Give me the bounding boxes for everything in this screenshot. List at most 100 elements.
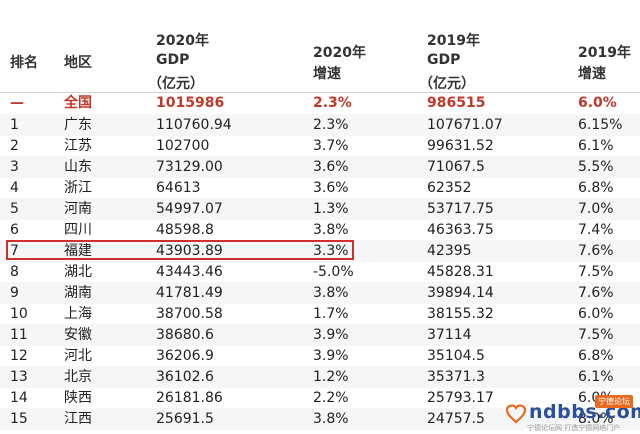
cell-growth2020: 1.2% [313,369,349,385]
cell-growth2019: 6.1% [578,138,614,154]
cell-gdp2019: 99631.52 [427,138,494,154]
watermark: ndbbs.com 宁德论坛 宁德论坛网 打造宁德网络门户 [505,395,640,433]
cell-growth2020: 2.2% [313,390,349,406]
header-gdp2020-year: 2020年 [156,33,209,49]
cell-gdp2020: 54997.07 [156,201,223,217]
cell-gdp2020: 73129.00 [156,159,223,175]
cell-gdp2019: 42395 [427,243,472,259]
cell-gdp2019: 39894.14 [427,285,494,301]
cell-region: 北京 [64,369,92,385]
cell-rank: 5 [10,201,19,217]
cell-rank: 8 [10,264,19,280]
cell-gdp2020: 110760.94 [156,117,232,133]
table-row: 1 广东 110760.94 2.3% 107671.07 6.15% [0,114,640,136]
table-row: 6 四川 48598.8 3.8% 46363.75 7.4% [0,219,640,241]
table-row: 4 浙江 64613 3.6% 62352 6.8% [0,177,640,199]
cell-gdp2020: 36206.9 [156,348,214,364]
cell-region: 河北 [64,348,92,364]
table-row: 12 河北 36206.9 3.9% 35104.5 6.8% [0,345,640,367]
cell-rank: 6 [10,222,19,238]
table-row: 9 湖南 41781.49 3.8% 39894.14 7.6% [0,282,640,304]
cell-growth2019: 6.15% [578,117,623,133]
cell-region: 全国 [64,95,92,111]
cell-region: 山东 [64,159,92,175]
highlight-box [6,240,354,260]
cell-gdp2020: 48598.8 [156,222,214,238]
cell-gdp2019: 986515 [427,95,486,111]
header-gdp2019-year: 2019年 [427,33,480,49]
cell-gdp2020: 25691.5 [156,411,214,427]
cell-gdp2019: 24757.5 [427,411,485,427]
cell-region: 四川 [64,222,92,238]
cell-gdp2019: 38155.32 [427,306,494,322]
header-growth2020-label: 增速 [313,66,341,82]
cell-rank: 9 [10,285,19,301]
cell-growth2020: 2.3% [313,95,352,111]
cell-growth2019: 7.5% [578,327,614,343]
table-row: 2 江苏 102700 3.7% 99631.52 6.1% [0,135,640,157]
cell-growth2020: 1.7% [313,306,349,322]
cell-growth2020: -5.0% [313,264,354,280]
cell-rank: 2 [10,138,19,154]
cell-growth2020: 3.9% [313,327,349,343]
cell-growth2020: 3.6% [313,180,349,196]
cell-growth2019: 6.0% [578,95,617,111]
cell-rank: 11 [10,327,28,343]
cell-rank: 10 [10,306,28,322]
cell-rank: — [10,95,24,111]
cell-region: 浙江 [64,180,92,196]
table-row-highlighted: 7 福建 43903.89 3.3% 42395 7.6% [0,240,640,262]
cell-rank: 12 [10,348,28,364]
header-growth2020-year: 2020年 [313,45,366,61]
cell-growth2019: 7.6% [578,243,614,259]
cell-gdp2019: 25793.17 [427,390,494,406]
cell-growth2020: 3.7% [313,138,349,154]
cell-gdp2019: 35371.3 [427,369,485,385]
header-growth2019-year: 2019年 [578,45,631,61]
cell-gdp2019: 37114 [427,327,472,343]
header-gdp2020-unit: （亿元） [148,76,204,92]
table-row: 10 上海 38700.58 1.7% 38155.32 6.0% [0,303,640,325]
cell-rank: 4 [10,180,19,196]
table-row: 15 江西 25691.5 3.8% 24757.5 8.0% [0,408,640,430]
cell-growth2020: 3.6% [313,159,349,175]
cell-growth2019: 6.1% [578,369,614,385]
cell-rank: 13 [10,369,28,385]
cell-gdp2019: 45828.31 [427,264,494,280]
table-row: 8 湖北 43443.46 -5.0% 45828.31 7.5% [0,261,640,283]
cell-growth2019: 7.5% [578,264,614,280]
cell-growth2020: 3.8% [313,222,349,238]
cell-gdp2020: 38680.6 [156,327,214,343]
cell-growth2020: 3.9% [313,348,349,364]
cell-gdp2019: 107671.07 [427,117,503,133]
cell-region: 河南 [64,201,92,217]
heart-logo-icon [505,404,527,424]
cell-gdp2020: 64613 [156,180,201,196]
cell-rank: 15 [10,411,28,427]
cell-rank: 14 [10,390,28,406]
cell-gdp2019: 62352 [427,180,472,196]
cell-rank: 3 [10,159,19,175]
cell-gdp2020: 41781.49 [156,285,223,301]
cell-growth2019: 7.4% [578,222,614,238]
cell-rank: 7 [10,243,19,259]
cell-growth2019: 6.0% [578,306,614,322]
cell-growth2019: 8.0% [578,411,614,427]
cell-growth2019: 7.6% [578,285,614,301]
header-growth2019-label: 增速 [578,66,606,82]
cell-growth2020: 3.3% [313,243,349,259]
cell-growth2019: 5.5% [578,159,614,175]
cell-growth2020: 2.3% [313,117,349,133]
cell-growth2020: 3.8% [313,411,349,427]
cell-region: 安徽 [64,327,92,343]
cell-gdp2020: 38700.58 [156,306,223,322]
table-row-total: — 全国 1015986 2.3% 986515 6.0% [0,92,640,114]
cell-growth2019: 6.8% [578,180,614,196]
cell-gdp2020: 36102.6 [156,369,214,385]
header-rank: 排名 [10,55,38,71]
cell-growth2019: 7.0% [578,201,614,217]
header-region: 地区 [64,55,92,71]
cell-growth2020: 1.3% [313,201,349,217]
header-divider [0,92,640,93]
header-gdp2020-label: GDP [156,52,190,68]
